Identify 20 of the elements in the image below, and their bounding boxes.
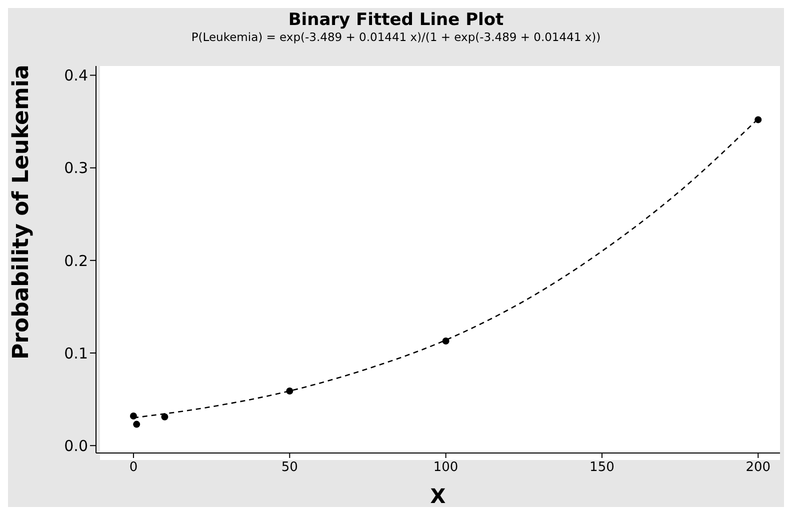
- y-tick-label: 0.2: [64, 252, 88, 270]
- y-tick-label: 0.3: [64, 159, 88, 178]
- y-axis-title: Probability of Leukemia: [8, 64, 34, 360]
- y-tick-label: 0.1: [64, 344, 88, 362]
- y-tick-label: 0.4: [64, 66, 88, 85]
- x-tick-label: 0: [129, 460, 138, 476]
- point: [130, 412, 137, 420]
- y-tick-label: 0.0: [64, 436, 88, 455]
- point: [442, 337, 450, 344]
- x-tick-label: 150: [590, 460, 614, 476]
- x-tick-label: 100: [433, 460, 458, 476]
- point: [286, 387, 294, 394]
- point: [133, 420, 140, 428]
- point: [754, 116, 762, 124]
- x-tick-label: 50: [281, 460, 298, 476]
- x-axis-title: X: [430, 484, 446, 508]
- x-tick-label: 200: [746, 460, 771, 476]
- chart-title: Binary Fitted Line Plot: [287, 9, 505, 30]
- point: [161, 413, 168, 420]
- chart-subtitle: P(Leukemia) = exp(-3.489 + 0.01441 x)/(1 + exp(-3.489 + 0.01441 x)): [190, 30, 602, 44]
